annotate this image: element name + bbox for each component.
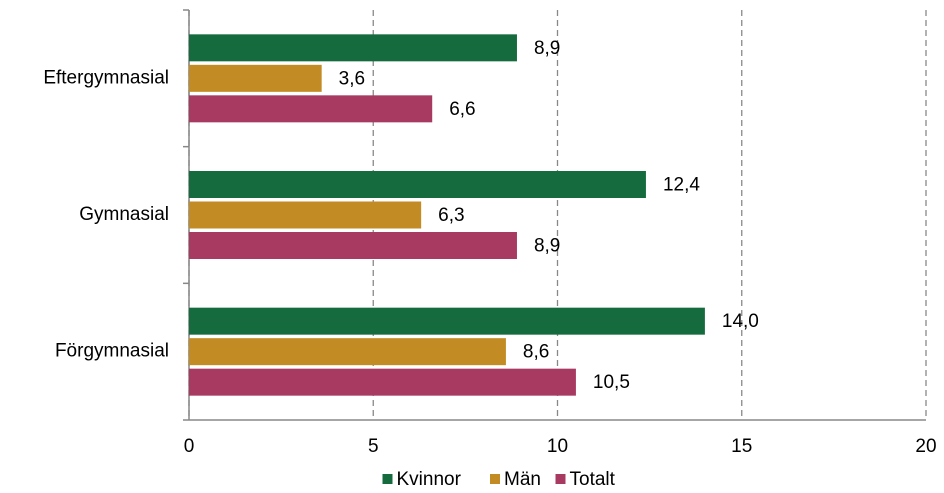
bar: [189, 307, 705, 335]
value-label: 3,6: [339, 68, 365, 89]
bar: [189, 201, 422, 229]
value-label: 6,6: [449, 99, 475, 120]
x-tick-label: 15: [731, 436, 752, 457]
legend-label: Kvinnor: [397, 469, 462, 490]
y-tick-label: Gymnasial: [79, 204, 169, 225]
y-tick-label: Förgymnasial: [55, 341, 169, 362]
x-tick-label: 10: [547, 436, 568, 457]
x-tick-label: 20: [915, 436, 936, 457]
bar: [189, 95, 433, 123]
bar: [189, 232, 517, 259]
bar: [189, 64, 322, 92]
legend-swatch: [555, 474, 566, 484]
value-label: 10,5: [593, 372, 630, 393]
value-label: 12,4: [663, 175, 700, 196]
x-tick-label: 5: [368, 436, 379, 457]
value-label: 14,0: [722, 311, 759, 332]
y-tick-label: Eftergymnasial: [43, 67, 169, 88]
bar: [189, 338, 506, 366]
value-label: 6,3: [438, 205, 464, 226]
bar: [189, 368, 576, 396]
legend-label: Totalt: [570, 469, 616, 490]
legend-swatch: [490, 474, 500, 484]
legend-label: Män: [504, 469, 541, 490]
value-label: 8,9: [534, 38, 560, 59]
x-tick-label: 0: [184, 436, 195, 457]
bar: [189, 171, 646, 198]
value-label: 8,9: [534, 236, 560, 257]
value-label: 8,6: [523, 342, 549, 363]
bar: [189, 34, 517, 62]
legend-swatch: [382, 474, 393, 484]
